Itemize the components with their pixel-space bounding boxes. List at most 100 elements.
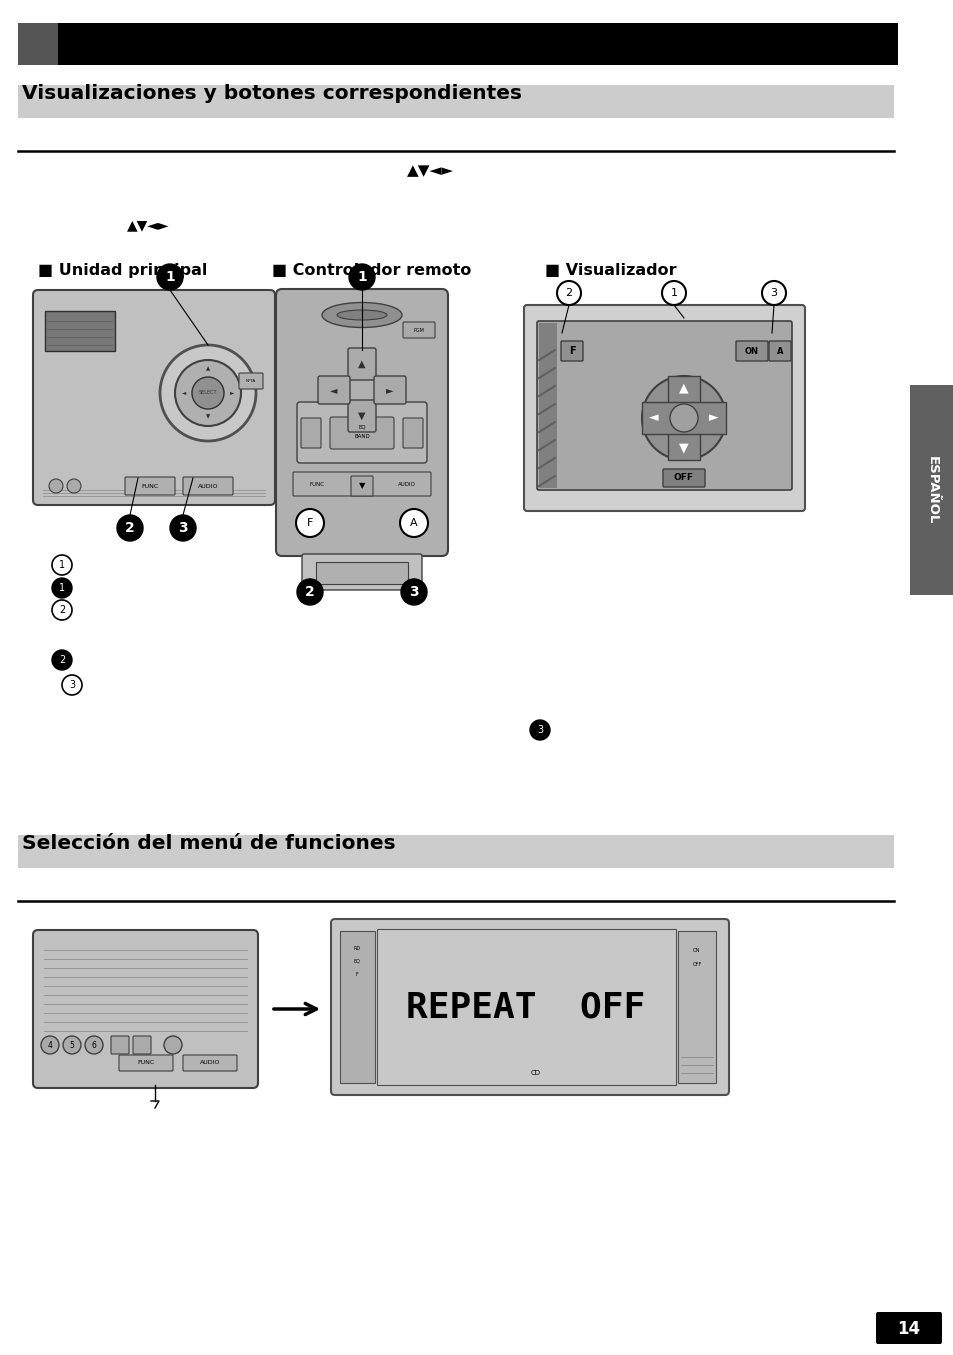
Text: 3: 3 xyxy=(69,680,75,690)
Text: 3: 3 xyxy=(178,522,188,535)
Text: 3: 3 xyxy=(770,289,777,298)
FancyBboxPatch shape xyxy=(45,312,115,351)
Circle shape xyxy=(295,509,324,537)
Text: CD: CD xyxy=(531,1070,540,1076)
FancyBboxPatch shape xyxy=(301,417,320,449)
Text: OFF: OFF xyxy=(692,962,700,967)
FancyBboxPatch shape xyxy=(537,321,791,491)
Text: REPEAT  OFF: REPEAT OFF xyxy=(406,991,645,1024)
Bar xyxy=(18,23,58,65)
Text: 1: 1 xyxy=(356,270,367,285)
FancyBboxPatch shape xyxy=(302,554,421,589)
Text: ■ Unidad principal: ■ Unidad principal xyxy=(38,263,207,278)
FancyBboxPatch shape xyxy=(132,1037,151,1054)
Text: ■ Visualizador: ■ Visualizador xyxy=(544,263,676,278)
FancyBboxPatch shape xyxy=(296,402,427,463)
Circle shape xyxy=(661,280,685,305)
Circle shape xyxy=(557,280,580,305)
FancyBboxPatch shape xyxy=(330,417,394,449)
Text: ▲▼◄►: ▲▼◄► xyxy=(406,163,453,178)
Text: BAND: BAND xyxy=(354,435,370,439)
Text: ◄: ◄ xyxy=(182,390,186,396)
FancyBboxPatch shape xyxy=(331,919,728,1095)
Bar xyxy=(18,85,893,118)
Text: SELECT: SELECT xyxy=(198,390,217,396)
Circle shape xyxy=(296,579,323,604)
Text: 2: 2 xyxy=(59,604,65,615)
Circle shape xyxy=(52,579,71,598)
Text: 2: 2 xyxy=(565,289,572,298)
Circle shape xyxy=(117,515,143,541)
Text: ◄: ◄ xyxy=(648,412,659,424)
Bar xyxy=(678,931,716,1083)
Circle shape xyxy=(41,1037,59,1054)
Circle shape xyxy=(761,280,785,305)
Circle shape xyxy=(52,650,71,669)
FancyBboxPatch shape xyxy=(662,469,704,486)
Text: ESPAÑOL: ESPAÑOL xyxy=(924,455,938,524)
Text: 2: 2 xyxy=(125,522,134,535)
Text: ◄: ◄ xyxy=(330,385,337,396)
FancyBboxPatch shape xyxy=(374,375,406,404)
FancyBboxPatch shape xyxy=(735,341,767,360)
Text: ►: ► xyxy=(230,390,233,396)
Text: ON: ON xyxy=(744,347,759,355)
Circle shape xyxy=(192,377,224,409)
Text: ▼: ▼ xyxy=(358,411,365,421)
Text: 5: 5 xyxy=(70,1041,74,1050)
FancyBboxPatch shape xyxy=(402,322,435,337)
Text: F: F xyxy=(307,518,313,528)
Text: 2: 2 xyxy=(305,585,314,599)
FancyBboxPatch shape xyxy=(119,1056,172,1070)
Text: 1: 1 xyxy=(670,289,677,298)
Text: NFTA: NFTA xyxy=(246,379,255,383)
Circle shape xyxy=(160,346,255,440)
FancyBboxPatch shape xyxy=(239,373,263,389)
Text: EQ: EQ xyxy=(354,958,360,963)
Text: 3: 3 xyxy=(409,585,418,599)
Circle shape xyxy=(52,600,71,621)
FancyBboxPatch shape xyxy=(125,477,174,495)
Text: FUNC: FUNC xyxy=(309,481,324,486)
Bar xyxy=(339,931,375,1083)
Circle shape xyxy=(52,556,71,575)
Circle shape xyxy=(400,579,427,604)
Circle shape xyxy=(62,675,82,695)
Bar xyxy=(58,23,897,65)
Text: ▼: ▼ xyxy=(206,415,210,420)
Text: ►: ► xyxy=(708,412,718,424)
Text: 3: 3 xyxy=(537,725,542,734)
FancyBboxPatch shape xyxy=(523,305,804,511)
Text: ▲▼◄►: ▲▼◄► xyxy=(127,218,169,232)
Text: ■ Controlador remoto: ■ Controlador remoto xyxy=(272,263,471,278)
Circle shape xyxy=(669,404,698,432)
FancyBboxPatch shape xyxy=(293,472,431,496)
FancyBboxPatch shape xyxy=(348,348,375,379)
Text: 1: 1 xyxy=(59,560,65,570)
Text: F: F xyxy=(568,346,575,356)
FancyBboxPatch shape xyxy=(351,476,373,496)
Circle shape xyxy=(49,480,63,493)
Bar xyxy=(667,375,700,459)
FancyBboxPatch shape xyxy=(183,477,233,495)
Text: 4: 4 xyxy=(48,1041,52,1050)
Text: 6: 6 xyxy=(91,1041,96,1050)
Bar xyxy=(18,835,893,869)
FancyBboxPatch shape xyxy=(875,1312,941,1344)
Ellipse shape xyxy=(336,310,387,320)
FancyBboxPatch shape xyxy=(376,930,676,1085)
FancyBboxPatch shape xyxy=(317,375,350,404)
Bar xyxy=(641,402,725,434)
Text: Selección del menú de funciones: Selección del menú de funciones xyxy=(22,833,395,854)
Text: ▼: ▼ xyxy=(358,481,365,491)
Circle shape xyxy=(85,1037,103,1054)
Text: 1: 1 xyxy=(59,583,65,593)
Text: AUDIO: AUDIO xyxy=(197,484,218,489)
Circle shape xyxy=(349,264,375,290)
Text: EQ: EQ xyxy=(357,424,365,430)
Text: ▲: ▲ xyxy=(358,359,365,369)
Circle shape xyxy=(399,509,428,537)
Text: 2: 2 xyxy=(59,654,65,665)
Circle shape xyxy=(157,264,183,290)
Text: F: F xyxy=(355,972,358,977)
